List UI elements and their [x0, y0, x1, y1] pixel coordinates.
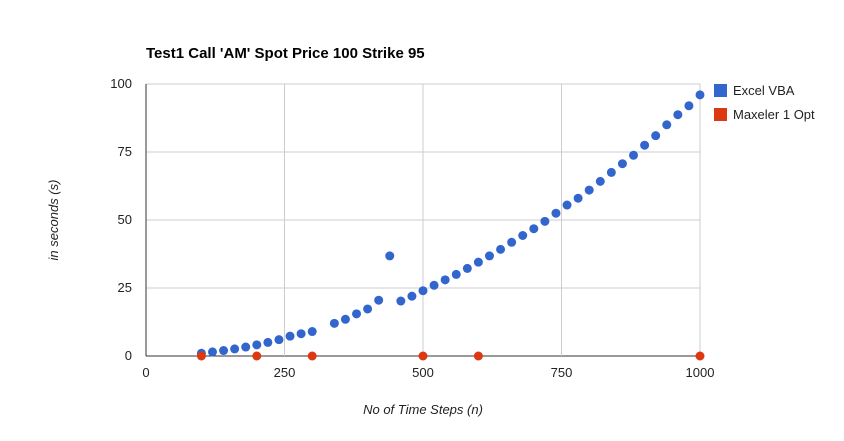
x-tick-label: 500	[412, 365, 434, 380]
data-point[interactable]	[562, 200, 572, 210]
series-excel-vba	[196, 90, 705, 358]
data-point[interactable]	[662, 120, 672, 130]
data-point[interactable]	[473, 257, 483, 267]
data-point[interactable]	[329, 318, 339, 328]
data-point[interactable]	[340, 314, 350, 324]
data-point[interactable]	[507, 237, 517, 247]
legend[interactable]: Excel VBA Maxeler 1 Opt	[714, 83, 815, 122]
data-point[interactable]	[407, 291, 417, 301]
y-tick-label: 0	[125, 348, 132, 363]
data-point[interactable]	[640, 140, 650, 150]
data-point[interactable]	[473, 351, 483, 361]
x-tick-label: 0	[142, 365, 149, 380]
legend-swatch	[714, 108, 727, 121]
data-point[interactable]	[529, 224, 539, 234]
x-tick-label: 250	[274, 365, 296, 380]
y-tick-label: 100	[110, 76, 132, 91]
data-point[interactable]	[363, 304, 373, 314]
legend-swatch	[714, 84, 727, 97]
series-layer	[196, 90, 705, 361]
data-point[interactable]	[385, 251, 395, 261]
data-point[interactable]	[230, 344, 240, 354]
data-point[interactable]	[252, 351, 262, 361]
data-point[interactable]	[617, 159, 627, 169]
legend-item[interactable]: Excel VBA	[714, 83, 795, 98]
data-point[interactable]	[274, 335, 284, 345]
x-tick-label: 750	[551, 365, 573, 380]
data-point[interactable]	[595, 176, 605, 186]
data-point[interactable]	[673, 110, 683, 120]
data-point[interactable]	[307, 327, 317, 337]
data-point[interactable]	[418, 351, 428, 361]
data-point[interactable]	[551, 208, 561, 218]
data-point[interactable]	[695, 90, 705, 100]
data-point[interactable]	[462, 263, 472, 273]
data-point[interactable]	[352, 309, 362, 319]
y-axis-ticks: 0 25 50 75 100	[110, 76, 132, 363]
data-point[interactable]	[629, 150, 639, 160]
data-point[interactable]	[695, 351, 705, 361]
data-point[interactable]	[207, 347, 217, 357]
y-tick-label: 50	[118, 212, 132, 227]
data-point[interactable]	[518, 231, 528, 241]
data-point[interactable]	[252, 340, 262, 350]
data-point[interactable]	[219, 346, 229, 356]
legend-label: Maxeler 1 Opt	[733, 107, 815, 122]
data-point[interactable]	[651, 131, 661, 141]
series-maxeler-1-opt	[196, 351, 705, 361]
data-point[interactable]	[606, 167, 616, 177]
y-tick-label: 75	[118, 144, 132, 159]
data-point[interactable]	[451, 269, 461, 279]
data-point[interactable]	[429, 280, 439, 290]
x-tick-label: 1000	[686, 365, 715, 380]
data-point[interactable]	[418, 286, 428, 296]
data-point[interactable]	[374, 295, 384, 305]
data-point[interactable]	[307, 351, 317, 361]
data-point[interactable]	[584, 185, 594, 195]
data-point[interactable]	[296, 329, 306, 339]
y-tick-label: 25	[118, 280, 132, 295]
legend-item[interactable]: Maxeler 1 Opt	[714, 107, 815, 122]
data-point[interactable]	[263, 337, 273, 347]
data-point[interactable]	[484, 251, 494, 261]
data-point[interactable]	[396, 296, 406, 306]
x-axis-label: No of Time Steps (n)	[363, 402, 483, 417]
data-point[interactable]	[241, 342, 251, 352]
data-point[interactable]	[196, 351, 206, 361]
y-axis-label: in seconds (s)	[46, 180, 61, 261]
data-point[interactable]	[285, 331, 295, 341]
x-axis-ticks: 0 250 500 750 1000	[142, 365, 714, 380]
grid-lines	[145, 83, 701, 357]
data-point[interactable]	[573, 193, 583, 203]
legend-label: Excel VBA	[733, 83, 795, 98]
data-point[interactable]	[496, 244, 506, 254]
data-point[interactable]	[440, 275, 450, 285]
data-point[interactable]	[540, 216, 550, 226]
data-point[interactable]	[684, 101, 694, 111]
chart-title: Test1 Call 'AM' Spot Price 100 Strike 95	[146, 45, 425, 62]
